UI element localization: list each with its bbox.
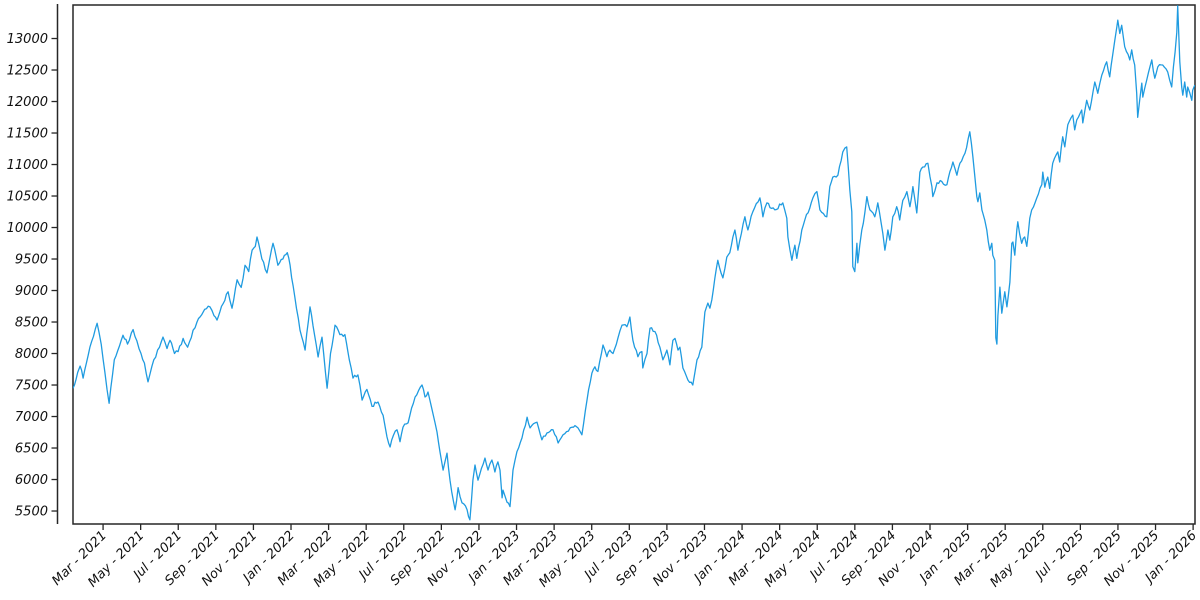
y-tick-label: 6500: [15, 442, 48, 457]
y-axis: 5500 6000 6500 7000 7500 8000 8500 9000 9500 1000…: [7, 32, 58, 520]
y-tick-label: 8000: [15, 347, 48, 362]
y-tick-label: 6000: [15, 473, 48, 488]
y-tick-label: 13000: [7, 32, 48, 47]
y-tick-label: 8500: [15, 316, 48, 331]
plot-area-border: [72, 4, 1196, 525]
price-series-line: [73, 5, 1195, 521]
y-tick-label: 10000: [7, 221, 48, 236]
y-tick-label: 5500: [15, 505, 48, 520]
y-tick-label: 7000: [15, 410, 48, 425]
y-tick-label: 9000: [15, 284, 48, 299]
y-tick-label: 9500: [15, 253, 48, 268]
y-tick-label: 7500: [15, 379, 48, 394]
y-tick-label: 12500: [7, 64, 48, 79]
y-tick-label: 12000: [7, 95, 48, 110]
y-tick-label: 11000: [7, 158, 48, 173]
y-tick-label: 10500: [7, 190, 48, 205]
y-tick-label: 11500: [7, 127, 48, 142]
